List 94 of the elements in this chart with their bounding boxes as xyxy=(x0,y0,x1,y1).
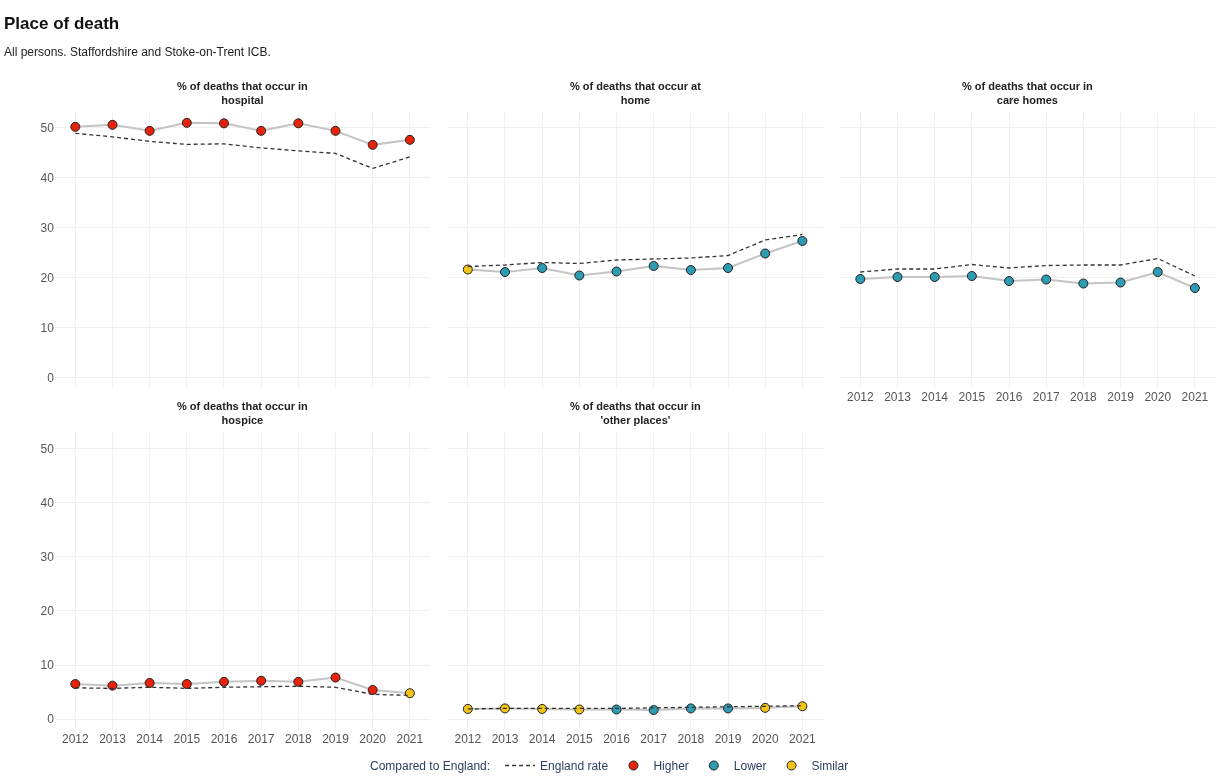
x-tick-label: 2021 xyxy=(789,732,817,747)
point xyxy=(330,672,341,683)
point xyxy=(1078,278,1089,289)
point xyxy=(330,125,341,136)
x-tick-label: 2015 xyxy=(173,732,201,747)
legend-label: England rate xyxy=(540,759,609,774)
point xyxy=(107,680,118,691)
y-tick-label: 10 xyxy=(40,320,55,335)
y-tick-label: 20 xyxy=(40,270,55,285)
point xyxy=(892,272,903,283)
x-tick-label: 2014 xyxy=(921,389,949,404)
x-tick-label: 2013 xyxy=(99,732,127,747)
x-tick-label: 2013 xyxy=(884,389,912,404)
point xyxy=(929,272,940,283)
x-tick-label: 2015 xyxy=(958,389,986,404)
point xyxy=(1004,276,1015,287)
point xyxy=(256,125,267,136)
x-tick-label: 2012 xyxy=(61,732,89,747)
text: All persons. Staffordshire and Stoke-on-Trent ICB. xyxy=(4,45,271,59)
y-tick-label: 0 xyxy=(47,712,55,727)
y-tick-label: 30 xyxy=(40,220,55,235)
x-tick-label: 2018 xyxy=(677,732,705,747)
x-tick-label: 2015 xyxy=(565,732,594,747)
point xyxy=(797,235,808,246)
x-tick-label: 2021 xyxy=(396,732,424,747)
point xyxy=(70,679,81,690)
y-tick-label: 30 xyxy=(40,549,55,564)
x-tick-label: 2017 xyxy=(640,732,668,747)
point xyxy=(367,139,378,150)
point xyxy=(404,688,415,699)
y-tick-label: 40 xyxy=(40,495,55,510)
point xyxy=(70,121,81,132)
x-tick-label: 2018 xyxy=(284,732,313,747)
x-tick-label: 2020 xyxy=(751,732,779,747)
y-tick-label: 50 xyxy=(40,120,55,135)
chart-title: % of deaths that occur in hospice xyxy=(177,400,309,427)
category-label: Lower xyxy=(733,759,767,774)
x-tick-label: 2016 xyxy=(210,732,238,747)
point xyxy=(1189,283,1200,294)
legend-title: Compared to England: xyxy=(370,759,491,774)
point xyxy=(404,134,415,145)
x-tick-label: 2019 xyxy=(1107,389,1135,404)
chart-title: % of deaths that occur in 'other places' xyxy=(570,400,702,427)
x-tick-label: 2012 xyxy=(846,389,875,404)
point xyxy=(181,117,192,128)
x-tick-label: 2014 xyxy=(136,732,164,747)
point xyxy=(462,264,473,275)
y-tick-label: 0 xyxy=(47,370,55,385)
point xyxy=(648,261,659,272)
x-tick-label: 2019 xyxy=(714,732,742,747)
text: Place of death xyxy=(4,14,120,33)
x-tick-label: 2019 xyxy=(322,732,350,747)
x-tick-label: 2016 xyxy=(603,732,631,747)
point xyxy=(256,675,267,686)
point xyxy=(367,684,378,695)
point xyxy=(500,267,510,278)
x-tick-label: 2017 xyxy=(1032,389,1060,404)
point xyxy=(1152,267,1163,278)
y-tick-label: 50 xyxy=(40,441,55,456)
point xyxy=(855,274,866,285)
x-tick-label: 2017 xyxy=(247,732,275,747)
x-tick-label: 2014 xyxy=(528,732,556,747)
chart-title: % of deaths that occur at home xyxy=(570,80,702,107)
point xyxy=(537,263,548,274)
point xyxy=(144,125,155,136)
category-label: Similar xyxy=(811,759,849,774)
point xyxy=(574,270,585,281)
point xyxy=(966,271,977,282)
chart-title: % of deaths that occur in care homes xyxy=(962,80,1094,107)
point xyxy=(723,263,734,274)
point xyxy=(1041,274,1052,285)
point xyxy=(611,266,622,277)
x-tick-label: 2012 xyxy=(454,732,482,747)
point xyxy=(219,118,229,129)
chart-title: % of deaths that occur in hospital xyxy=(177,80,309,107)
point xyxy=(685,265,696,276)
point xyxy=(219,676,229,687)
category-label: Higher xyxy=(653,759,689,774)
y-tick-label: 40 xyxy=(40,170,55,185)
point xyxy=(760,248,771,259)
point xyxy=(107,119,118,130)
x-tick-label: 2013 xyxy=(491,732,519,747)
x-tick-label: 2020 xyxy=(359,732,387,747)
x-tick-label: 2021 xyxy=(1181,389,1209,404)
y-tick-label: 10 xyxy=(40,658,55,673)
point xyxy=(1115,277,1126,288)
point xyxy=(144,677,155,688)
x-tick-label: 2020 xyxy=(1144,389,1172,404)
x-tick-label: 2016 xyxy=(995,389,1023,404)
x-tick-label: 2018 xyxy=(1070,389,1098,404)
point xyxy=(181,679,192,690)
point xyxy=(293,118,304,129)
y-tick-label: 20 xyxy=(40,604,55,619)
point xyxy=(293,676,304,687)
